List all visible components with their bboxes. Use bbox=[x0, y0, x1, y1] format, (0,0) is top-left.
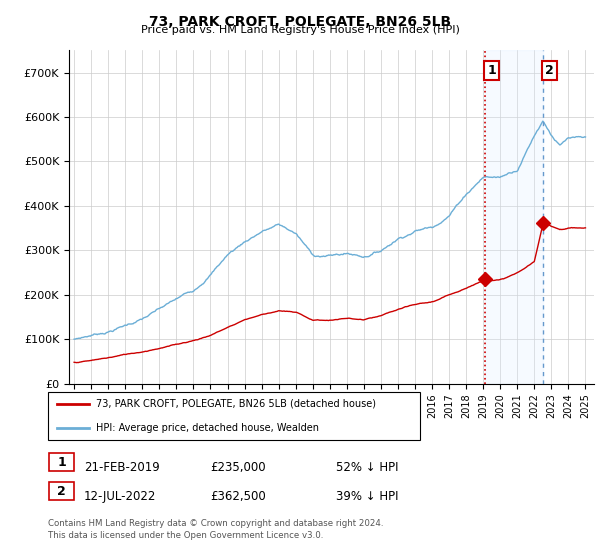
Text: 2: 2 bbox=[57, 484, 66, 498]
Text: £235,000: £235,000 bbox=[210, 461, 266, 474]
Text: Price paid vs. HM Land Registry's House Price Index (HPI): Price paid vs. HM Land Registry's House … bbox=[140, 25, 460, 35]
Text: 73, PARK CROFT, POLEGATE, BN26 5LB (detached house): 73, PARK CROFT, POLEGATE, BN26 5LB (deta… bbox=[97, 399, 376, 409]
Text: HPI: Average price, detached house, Wealden: HPI: Average price, detached house, Weal… bbox=[97, 423, 319, 433]
Bar bbox=[485, 50, 544, 384]
Text: 1: 1 bbox=[57, 455, 66, 469]
Text: 2: 2 bbox=[545, 64, 554, 77]
Text: Contains HM Land Registry data © Crown copyright and database right 2024.: Contains HM Land Registry data © Crown c… bbox=[48, 520, 383, 529]
Text: 1: 1 bbox=[487, 64, 496, 77]
Text: 52% ↓ HPI: 52% ↓ HPI bbox=[336, 461, 398, 474]
FancyBboxPatch shape bbox=[48, 392, 420, 440]
Text: 12-JUL-2022: 12-JUL-2022 bbox=[84, 490, 157, 503]
Text: £362,500: £362,500 bbox=[210, 490, 266, 503]
Text: 73, PARK CROFT, POLEGATE, BN26 5LB: 73, PARK CROFT, POLEGATE, BN26 5LB bbox=[149, 15, 451, 29]
Text: 39% ↓ HPI: 39% ↓ HPI bbox=[336, 490, 398, 503]
FancyBboxPatch shape bbox=[49, 482, 74, 500]
Text: 21-FEB-2019: 21-FEB-2019 bbox=[84, 461, 160, 474]
Text: This data is licensed under the Open Government Licence v3.0.: This data is licensed under the Open Gov… bbox=[48, 531, 323, 540]
FancyBboxPatch shape bbox=[49, 453, 74, 471]
